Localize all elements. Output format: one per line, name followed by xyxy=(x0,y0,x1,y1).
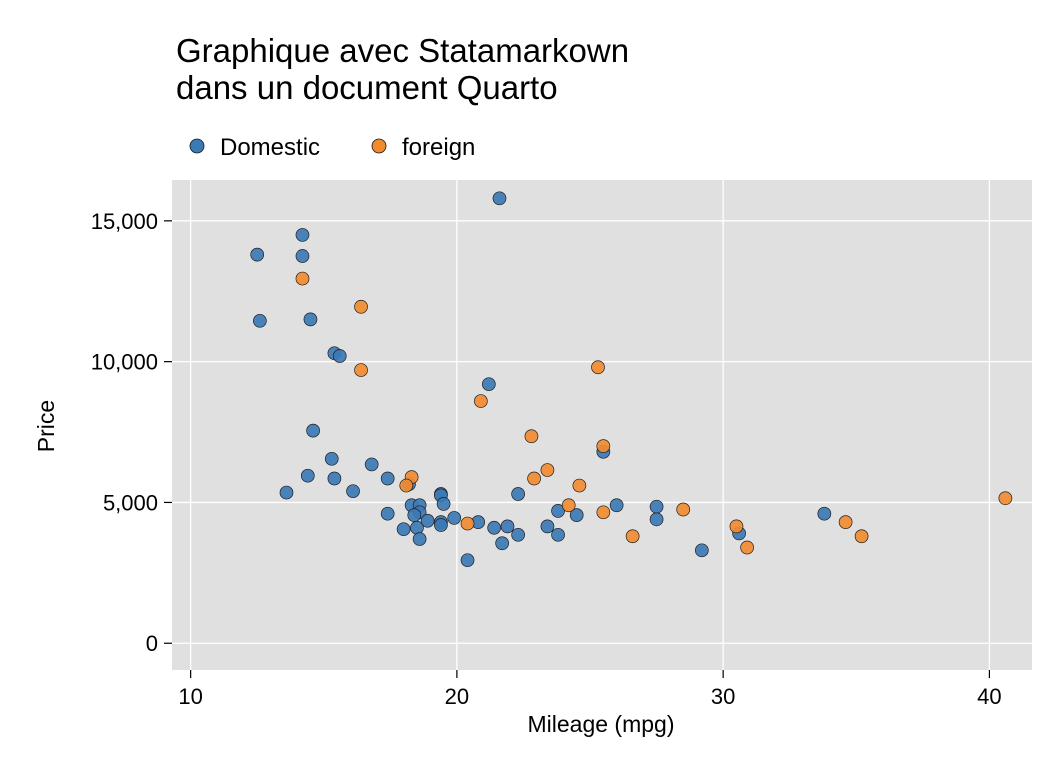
y-tick-label: 10,000 xyxy=(91,350,158,375)
legend-marker-foreign xyxy=(371,138,387,154)
data-point-foreign xyxy=(596,505,611,520)
data-point-domestic xyxy=(649,499,664,514)
data-point-foreign xyxy=(561,498,576,513)
x-tick-label: 10 xyxy=(178,684,202,709)
y-tick-label: 15,000 xyxy=(91,209,158,234)
data-point-domestic xyxy=(481,377,496,392)
data-point-domestic xyxy=(250,247,265,262)
data-point-domestic xyxy=(295,228,310,242)
data-point-foreign xyxy=(591,360,605,375)
legend: Domestic foreign xyxy=(189,134,475,161)
data-point-domestic xyxy=(324,451,339,466)
data-point-foreign xyxy=(295,271,310,286)
x-tick-label: 40 xyxy=(977,684,1001,709)
data-point-domestic xyxy=(492,191,507,206)
data-point-domestic xyxy=(551,504,565,518)
legend-label-domestic: Domestic xyxy=(220,134,320,161)
data-point-foreign xyxy=(524,429,539,444)
data-point-domestic xyxy=(412,532,427,546)
data-point-foreign xyxy=(740,540,754,555)
y-tick-label: 5,000 xyxy=(103,490,158,515)
data-point-domestic xyxy=(434,518,448,532)
data-point-domestic xyxy=(332,349,347,363)
data-point-domestic xyxy=(487,520,502,535)
legend-marker-domestic xyxy=(189,138,205,154)
data-point-foreign xyxy=(354,299,368,314)
data-point-domestic xyxy=(306,423,320,438)
data-point-domestic xyxy=(303,312,318,327)
data-point-domestic xyxy=(540,519,555,534)
data-point-domestic xyxy=(407,508,422,522)
data-point-domestic xyxy=(447,511,462,525)
data-point-domestic xyxy=(495,536,510,551)
data-point-foreign xyxy=(676,502,691,517)
data-point-domestic xyxy=(694,543,709,558)
data-point-domestic xyxy=(500,519,515,534)
data-points xyxy=(250,191,1013,568)
data-point-foreign xyxy=(625,529,640,544)
x-axis-label: Mileage (mpg) xyxy=(528,711,675,737)
axes: 10 20 30 40 0 5,000 10,000 15,000 xyxy=(91,209,1002,709)
data-point-foreign xyxy=(474,394,488,408)
y-axis-label: Price xyxy=(33,400,59,452)
data-point-domestic xyxy=(300,468,315,483)
data-point-domestic xyxy=(511,487,525,501)
chart-title-line-1: Graphique avec Statamarkown xyxy=(176,32,629,69)
data-point-domestic xyxy=(364,457,379,472)
data-point-foreign xyxy=(596,439,611,453)
data-point-domestic xyxy=(380,471,395,486)
data-point-domestic xyxy=(551,527,565,542)
data-point-foreign xyxy=(729,519,744,534)
series-foreign xyxy=(295,271,1013,555)
data-point-domestic xyxy=(295,249,310,263)
data-point-foreign xyxy=(572,478,587,493)
data-point-foreign xyxy=(998,491,1013,506)
data-point-domestic xyxy=(460,553,475,568)
data-point-foreign xyxy=(399,478,414,493)
data-point-foreign xyxy=(854,529,869,544)
chart-title-line-2: dans un document Quarto xyxy=(176,69,558,106)
data-point-domestic xyxy=(327,471,342,486)
data-point-domestic xyxy=(396,522,411,537)
data-point-foreign xyxy=(838,515,853,530)
data-point-foreign xyxy=(527,471,541,486)
data-point-domestic xyxy=(420,513,435,528)
data-point-foreign xyxy=(540,463,555,477)
data-point-domestic xyxy=(279,485,294,500)
data-point-domestic xyxy=(569,508,584,522)
data-point-domestic xyxy=(511,527,525,542)
data-point-foreign xyxy=(460,516,475,531)
x-tick-label: 30 xyxy=(711,684,735,709)
data-point-domestic xyxy=(436,497,451,511)
data-point-domestic xyxy=(410,520,424,535)
data-point-domestic xyxy=(649,512,664,527)
data-point-domestic xyxy=(346,484,360,499)
legend-label-foreign: foreign xyxy=(402,134,475,161)
x-tick-label: 20 xyxy=(445,684,469,709)
data-point-domestic xyxy=(609,498,624,513)
data-point-foreign xyxy=(354,363,368,377)
series-domestic xyxy=(250,191,832,568)
data-point-domestic xyxy=(380,506,395,521)
data-point-domestic xyxy=(817,506,832,521)
data-point-domestic xyxy=(253,313,267,328)
y-tick-label: 0 xyxy=(146,631,158,656)
gridlines xyxy=(172,180,1032,670)
